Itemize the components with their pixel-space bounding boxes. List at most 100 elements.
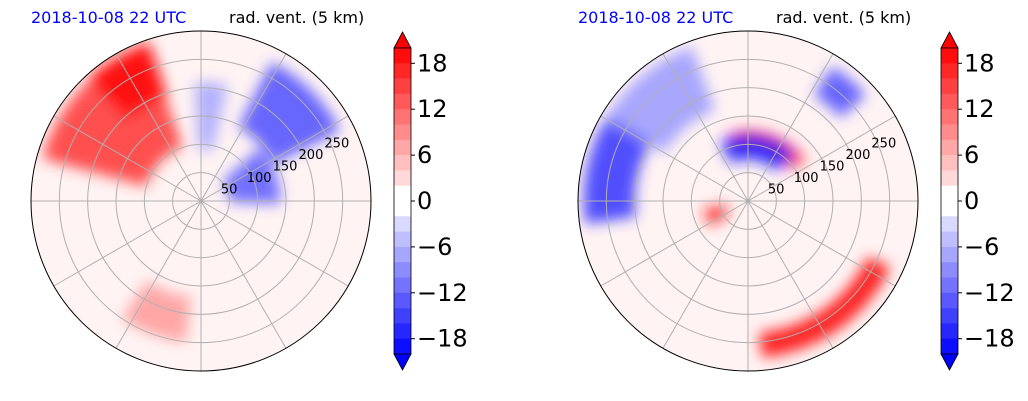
colorbar-segment: [394, 277, 411, 294]
colorbar-extend-max: [393, 31, 412, 49]
chart-1-grid-spoke: [115, 200, 202, 349]
chart-1-field-title: rad. vent. (5 km): [229, 8, 365, 27]
colorbar-tick-label: 6: [417, 141, 432, 169]
colorbar-segment: [394, 93, 411, 110]
chart-1-feature-negative-4: [222, 147, 281, 204]
colorbar-segment: [394, 109, 411, 125]
chart-2-radial-label: 100: [794, 171, 819, 186]
colorbar-segment: [941, 292, 958, 309]
colorbar-segment: [394, 292, 411, 309]
colorbar-tick-label: 18: [417, 49, 448, 77]
chart-2-grid-spoke: [662, 200, 749, 349]
colorbar-tick-label: −6: [964, 233, 999, 261]
chart-1-grid-spoke: [53, 200, 202, 287]
colorbar-segment: [941, 308, 958, 324]
colorbar-segment: [394, 201, 411, 217]
colorbar-segment: [394, 155, 411, 171]
colorbar-segment: [941, 323, 958, 339]
colorbar-extend-min: [940, 353, 959, 371]
colorbar-segment: [941, 170, 958, 186]
colorbar-extend-max: [940, 31, 959, 49]
colorbar-segment: [941, 124, 958, 141]
colorbar-segment: [941, 78, 958, 95]
colorbar-segment: [394, 231, 411, 248]
chart-2-grid-spoke: [747, 115, 896, 202]
chart-2-radial-label: 150: [820, 159, 845, 174]
colorbar-tick-label: −18: [964, 325, 1015, 353]
colorbar-segment: [941, 231, 958, 248]
colorbar-segment: [394, 338, 411, 355]
colorbar-tick-label: 6: [964, 141, 979, 169]
chart-2-field-title: rad. vent. (5 km): [776, 8, 912, 27]
colorbar-segment: [394, 63, 411, 79]
chart-1-radial-label: 200: [299, 148, 324, 163]
colorbar-tick-label: 0: [417, 187, 432, 215]
colorbar-segment: [394, 170, 411, 186]
chart-2-grid-spoke: [747, 200, 896, 287]
colorbar-tick-label: −6: [417, 233, 452, 261]
chart-2-grid-spoke: [747, 53, 834, 202]
colorbar-segment: [941, 246, 958, 263]
chart-2-feature-positive-0: [759, 256, 891, 358]
chart-2-grid-spoke: [600, 115, 749, 202]
colorbar-segment: [394, 139, 411, 156]
colorbar-segment: [394, 124, 411, 141]
colorbar-segment: [941, 109, 958, 125]
colorbar-segment: [941, 63, 958, 79]
colorbar-segment: [941, 155, 958, 171]
colorbar-segment: [941, 139, 958, 156]
chart-1-border: [30, 30, 372, 372]
chart-1-grid-spoke: [53, 115, 202, 202]
chart-2-border: [577, 30, 919, 372]
chart-1-feature-negative-3: [238, 62, 340, 164]
colorbar-segment: [941, 338, 958, 355]
chart-1-feature-positive-1: [89, 42, 167, 119]
chart-panel-2: 2018-10-08 22 UTC rad. vent. (5 km) 50 10…: [547, 0, 1028, 401]
chart-1-radial-label: 250: [324, 136, 349, 151]
chart-1-radial-label: 100: [247, 171, 272, 186]
chart-2-grid-spoke: [747, 200, 834, 349]
chart-1-features: [42, 42, 340, 342]
chart-1-grid-spoke: [200, 53, 287, 202]
colorbar-tick-label: −12: [964, 279, 1015, 307]
colorbar-tick-label: −18: [417, 325, 468, 353]
colorbar-segment: [941, 48, 958, 64]
colorbar-segment: [941, 185, 958, 202]
colorbar-tick-label: 12: [417, 95, 448, 123]
chart-1-radial-label: 150: [273, 159, 298, 174]
chart-1-grid-spoke: [200, 200, 287, 349]
colorbar-segment: [394, 246, 411, 263]
colorbar-segment: [394, 216, 411, 232]
colorbar-extend-min: [393, 353, 412, 371]
chart-2-feature-negative-4: [583, 113, 652, 224]
colorbar-tick-label: −12: [417, 279, 468, 307]
colorbar-tick-label: 0: [964, 187, 979, 215]
colorbar-segment: [394, 308, 411, 324]
colorbar-segment: [394, 185, 411, 202]
colorbar-segment: [941, 277, 958, 294]
chart-2-feature-negative-5: [814, 66, 866, 118]
chart-2-grid-spoke: [600, 200, 749, 287]
colorbar-segment: [941, 216, 958, 232]
chart-2-feature-positive-1: [703, 204, 730, 227]
colorbar-segment: [941, 262, 958, 278]
colorbar-segment: [394, 78, 411, 95]
chart-1-grid-spoke: [200, 200, 349, 287]
chart-2-feature-negative-3: [719, 134, 795, 172]
colorbar-segment: [941, 93, 958, 110]
colorbar-tick-label: 18: [964, 49, 995, 77]
colorbar-segment: [394, 48, 411, 64]
chart-1-radial-label: 50: [221, 182, 238, 197]
chart-1-colorbar: 18 12 6 0 −6 −12 −18: [393, 31, 468, 371]
chart-1-grid-spoke: [200, 115, 349, 202]
colorbar-segment: [941, 201, 958, 217]
chart-2-radial-label: 200: [846, 148, 871, 163]
chart-2-radial-label: 250: [871, 136, 896, 151]
chart-2-date-title: 2018-10-08 22 UTC: [578, 8, 734, 27]
chart-2-grid-spoke: [662, 53, 749, 202]
colorbar-segment: [394, 323, 411, 339]
colorbar-segment: [394, 262, 411, 278]
colorbar-tick-label: 12: [964, 95, 995, 123]
chart-2-radial-label: 50: [768, 182, 785, 197]
